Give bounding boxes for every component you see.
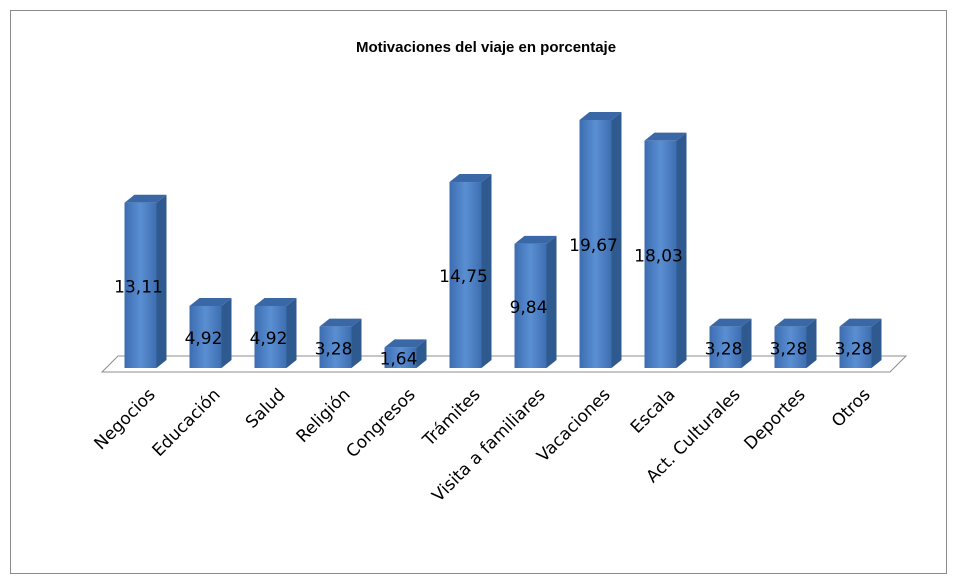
bar-front: [189, 305, 222, 368]
bar: [384, 339, 427, 368]
data-label: 3,28: [835, 339, 873, 359]
bar-front: [579, 120, 612, 368]
bar-side: [871, 318, 882, 368]
bar: [514, 235, 557, 368]
data-label: 18,03: [634, 246, 683, 266]
bar-side: [806, 318, 817, 368]
bar-side: [676, 132, 687, 368]
bar: [579, 112, 622, 368]
bar-top: [449, 174, 492, 183]
chart-title: Motivaciones del viaje en porcentaje: [356, 39, 616, 56]
bar-top: [774, 318, 817, 327]
bar: [709, 318, 752, 368]
bar-side: [221, 297, 232, 368]
bar-front: [384, 347, 417, 368]
floor: [100, 355, 908, 373]
bar-side: [611, 112, 622, 368]
bar-top: [514, 235, 557, 244]
bar: [774, 318, 817, 368]
bar-top: [644, 132, 687, 141]
bar-top: [124, 194, 167, 203]
bar: [644, 132, 687, 368]
bar-side: [546, 235, 557, 368]
bar-side: [156, 194, 167, 368]
data-label: 13,11: [114, 277, 163, 297]
bar: [449, 174, 492, 368]
data-label: 4,92: [185, 329, 223, 349]
data-label: 3,28: [315, 339, 353, 359]
bar-top: [839, 318, 882, 327]
bar-side: [481, 174, 492, 368]
bar: [839, 318, 882, 368]
bar-front: [449, 182, 482, 368]
bar: [319, 318, 362, 368]
bar-front: [319, 326, 352, 368]
bar-front: [774, 326, 807, 368]
data-label: 1,64: [380, 350, 418, 370]
bar-front: [644, 140, 677, 368]
data-label: 3,28: [705, 339, 743, 359]
bar: [254, 297, 297, 368]
bar-side: [286, 297, 297, 368]
bar-side: [351, 318, 362, 368]
data-label: 19,67: [569, 236, 618, 256]
bar-top: [189, 297, 232, 306]
bar-top: [709, 318, 752, 327]
bar-side: [741, 318, 752, 368]
bar-front: [839, 326, 872, 368]
bar: [189, 297, 232, 368]
bar-top: [319, 318, 362, 327]
bar-front: [709, 326, 742, 368]
data-label: 3,28: [770, 339, 808, 359]
data-label: 4,92: [250, 329, 288, 349]
bar-top: [254, 297, 297, 306]
bar-front: [254, 305, 287, 368]
data-label: 14,75: [439, 267, 488, 287]
bar-front: [124, 202, 157, 368]
bar-front: [514, 243, 547, 368]
bar: [124, 194, 167, 368]
data-label: 9,84: [510, 298, 548, 318]
bar-top: [384, 339, 427, 348]
bar-side: [416, 339, 427, 368]
bar-top: [579, 112, 622, 120]
